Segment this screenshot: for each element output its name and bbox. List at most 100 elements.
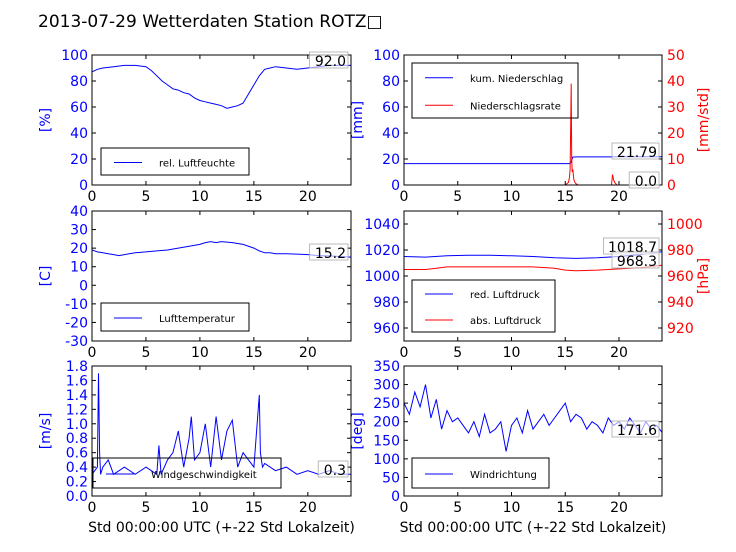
precipitation-y-tick-label-0: 0: [391, 178, 400, 194]
pressure-y-tick-label-3: 1020: [364, 243, 400, 259]
humidity-annotation-box-0: [309, 51, 349, 69]
precipitation-y2-tick-label-3: 30: [667, 100, 685, 116]
wind-speed-x-axis-label: Std 00:00:00 UTC (+-22 Std Lokalzeit): [88, 520, 355, 536]
temperature-x-tick-label-3: 15: [245, 345, 263, 361]
pressure-x-tick-label-3: 15: [556, 345, 574, 361]
wind-direction-y-tick-label-2: 100: [373, 452, 400, 468]
wind-direction-x-tick-label-0: 0: [400, 500, 409, 516]
temperature-frame: [91, 210, 352, 342]
wind-direction-annotation-0: 171.6: [617, 423, 657, 439]
humidity-y-tick-label-3: 60: [70, 100, 88, 116]
pressure-y2-tick-label-0: 920: [667, 321, 694, 337]
wind-speed-y-tick-label-7: 1.4: [66, 388, 88, 404]
humidity-legend-box: [100, 147, 250, 176]
precipitation-y-tick-label-2: 40: [382, 126, 400, 142]
pressure-y-tick-label-4: 1040: [364, 217, 400, 233]
pressure-legend-label-1: abs. Luftdruck: [470, 316, 541, 327]
humidity-y-tick-label-5: 100: [61, 48, 88, 64]
temperature-y-tick-label-3: 0: [79, 278, 88, 294]
pressure-x-tick-label-0: 0: [400, 345, 409, 361]
temperature-series-line-0: [92, 241, 351, 258]
wind-speed-y-tick-label-1: 0.2: [66, 475, 88, 491]
precipitation-x-tick-label-3: 15: [556, 189, 574, 205]
wind-direction-y-axis-label: [deg]: [350, 412, 366, 449]
precipitation-x-tick-label-2: 10: [503, 189, 521, 205]
wind-direction-y-tick-label-4: 200: [373, 415, 400, 431]
wind-speed-y-tick-label-4: 0.8: [66, 431, 88, 447]
wind-direction-x-tick-label-3: 15: [556, 500, 574, 516]
pressure-annotation-box-1: [611, 251, 660, 269]
precipitation-y2-tick-label-1: 10: [667, 152, 685, 168]
precipitation-x-tick-label-1: 5: [453, 189, 462, 205]
wind-direction-frame: [403, 365, 663, 497]
wind-direction-y-tick-label-7: 350: [373, 359, 400, 375]
humidity-y-tick-label-1: 20: [70, 152, 88, 168]
pressure-annotation-1: 968.3: [617, 254, 657, 270]
wind-speed-y-tick-label-3: 0.6: [66, 446, 88, 462]
precipitation-y-axis-label: [mm]: [350, 101, 366, 139]
precipitation-x-tick-label-0: 0: [400, 189, 409, 205]
precipitation-frame: [403, 54, 663, 186]
wind-speed-x-tick-label-1: 5: [141, 500, 150, 516]
wind-speed-y-tick-label-9: 1.8: [66, 359, 88, 375]
pressure-x-tick-label-1: 5: [453, 345, 462, 361]
temperature-x-tick-label-1: 5: [141, 345, 150, 361]
wind-direction-legend-label-0: Windrichtung: [470, 470, 537, 481]
main-title: 2013-07-29 Wetterdaten Station ROTZ□: [38, 12, 383, 32]
humidity-x-tick-label-2: 10: [191, 189, 209, 205]
wind-direction-x-tick-label-2: 10: [503, 500, 521, 516]
pressure-y-tick-label-0: 960: [373, 321, 400, 337]
wind-direction-y-tick-label-1: 50: [382, 470, 400, 486]
pressure-y-tick-label-1: 980: [373, 295, 400, 311]
wind-direction-legend-box: [411, 457, 550, 489]
wind-direction-annotation-box-0: [611, 420, 660, 438]
precipitation-legend-label-1: Niederschlagsrate: [470, 101, 561, 112]
wind-speed-x-tick-label-3: 15: [245, 500, 263, 516]
humidity-y-tick-label-4: 80: [70, 74, 88, 90]
humidity-legend-label-0: rel. Luftfeuchte: [159, 159, 235, 170]
precipitation-y2-tick-label-0: 0: [667, 178, 676, 194]
precipitation-series-line-1: [404, 83, 662, 185]
wind-speed-y-tick-label-8: 1.6: [66, 373, 88, 389]
pressure-legend-box: [411, 279, 556, 333]
temperature-y-tick-label-1: -20: [65, 315, 88, 331]
temperature-y-tick-label-4: 10: [70, 260, 88, 276]
pressure-y2-tick-label-4: 1000: [667, 217, 703, 233]
wind-speed-x-tick-label-4: 20: [299, 500, 317, 516]
wind-direction-y-tick-label-0: 0: [391, 489, 400, 505]
wind-speed-series-line-0: [92, 373, 351, 476]
temperature-y-tick-label-6: 30: [70, 223, 88, 239]
temperature-y-axis-label: [C]: [38, 266, 54, 287]
temperature-annotation-0: 15.2: [315, 246, 346, 262]
precipitation-y2-tick-label-4: 40: [667, 74, 685, 90]
temperature-y-tick-label-2: -10: [65, 297, 88, 313]
humidity-x-tick-label-3: 15: [245, 189, 263, 205]
precipitation-annotation-box-0: [611, 142, 660, 160]
precipitation-legend-label-0: kum. Niederschlag: [470, 74, 563, 85]
temperature-legend-label-0: Lufttemperatur: [159, 314, 236, 325]
precipitation-y2-tick-label-5: 50: [667, 48, 685, 64]
wind-speed-annotation-0: 0.3: [324, 463, 346, 479]
pressure-y2-tick-label-3: 980: [667, 243, 694, 259]
wind-speed-y-tick-label-0: 0.0: [66, 489, 88, 505]
wind-speed-y-tick-label-2: 0.4: [66, 460, 88, 476]
wind-speed-legend-box: [92, 457, 282, 489]
humidity-x-tick-label-0: 0: [88, 189, 97, 205]
humidity-y-axis-label: [%]: [38, 108, 54, 132]
pressure-x-tick-label-4: 20: [610, 345, 628, 361]
wind-speed-x-tick-label-0: 0: [88, 500, 97, 516]
precipitation-annotation-0: 21.79: [617, 145, 657, 161]
wind-direction-y-tick-label-3: 150: [373, 433, 400, 449]
pressure-x-tick-label-2: 10: [503, 345, 521, 361]
temperature-legend-box: [100, 302, 250, 332]
humidity-annotation-0: 92.0: [315, 54, 346, 70]
temperature-x-tick-label-2: 10: [191, 345, 209, 361]
humidity-x-tick-label-1: 5: [141, 189, 150, 205]
precipitation-y2-tick-label-2: 20: [667, 126, 685, 142]
wind-direction-x-tick-label-4: 20: [610, 500, 628, 516]
humidity-y-tick-label-0: 0: [79, 178, 88, 194]
precipitation-y-tick-label-5: 100: [373, 48, 400, 64]
temperature-y-tick-label-5: 20: [70, 241, 88, 257]
precipitation-annotation-box-1: [628, 171, 660, 189]
